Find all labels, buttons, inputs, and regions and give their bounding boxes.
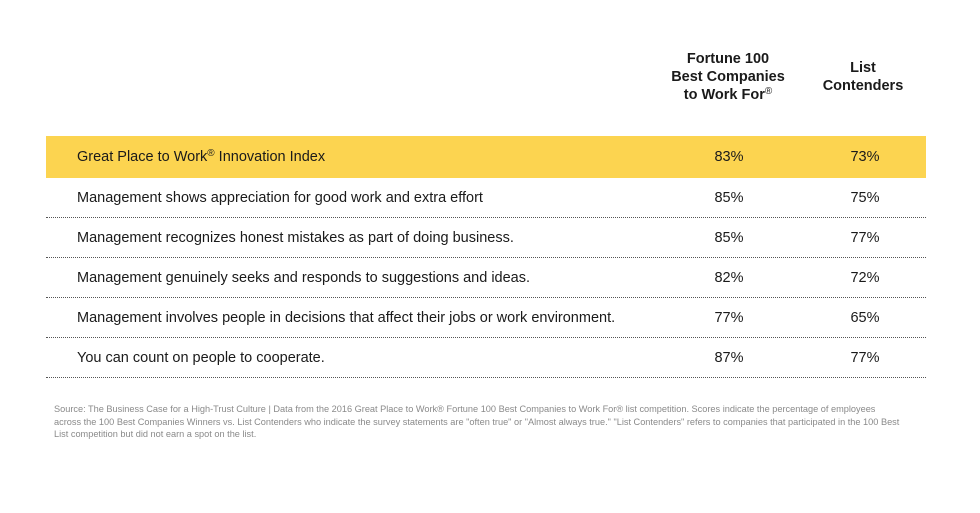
column-header-contenders-line-2: Contenders [822, 78, 904, 94]
table-row: Management recognizes honest mistakes as… [46, 218, 926, 258]
table-row: Management shows appreciation for good w… [46, 178, 926, 218]
column-header-fortune-line-1: Fortune 100 [686, 51, 770, 67]
fortune-100-value: 87% [714, 350, 744, 366]
fortune-100-value: 83% [714, 149, 744, 165]
list-contenders-value: 72% [850, 270, 880, 286]
table-row-highlighted: Great Place to Work® Innovation Index 83%… [46, 136, 926, 178]
row-label: Management shows appreciation for good w… [77, 190, 483, 206]
fortune-100-value: 82% [714, 270, 744, 286]
row-label: Management involves people in decisions … [77, 310, 616, 326]
table-row: Management involves people in decisions … [46, 298, 926, 338]
column-header-fortune-100: Fortune 100 Best Companies to Work For® [650, 50, 806, 104]
row-label: You can count on people to cooperate. [77, 350, 325, 366]
fortune-100-value: 77% [714, 310, 744, 326]
list-contenders-value: 77% [850, 350, 880, 366]
list-contenders-value: 65% [850, 310, 880, 326]
table-row: Management genuinely seeks and responds … [46, 258, 926, 298]
column-header-fortune-line-3: to Work For® [683, 86, 773, 103]
survey-results-table: Great Place to Work® Innovation Index 83%… [46, 136, 926, 378]
table-row: You can count on people to cooperate. 87%… [46, 338, 926, 378]
fortune-100-value: 85% [714, 190, 744, 206]
row-label: Great Place to Work® Innovation Index [77, 148, 326, 165]
column-header-fortune-line-2: Best Companies [671, 69, 785, 85]
list-contenders-value: 77% [850, 230, 880, 246]
column-header-contenders-line-1: List [850, 60, 876, 76]
row-label: Management recognizes honest mistakes as… [77, 230, 514, 246]
source-footnote: Source: The Business Case for a High-Tru… [54, 404, 900, 439]
list-contenders-value: 73% [850, 149, 880, 165]
row-label: Management genuinely seeks and responds … [77, 270, 531, 286]
column-header-list-contenders: List Contenders [798, 59, 928, 95]
list-contenders-value: 75% [850, 190, 880, 206]
fortune-100-value: 85% [714, 230, 744, 246]
